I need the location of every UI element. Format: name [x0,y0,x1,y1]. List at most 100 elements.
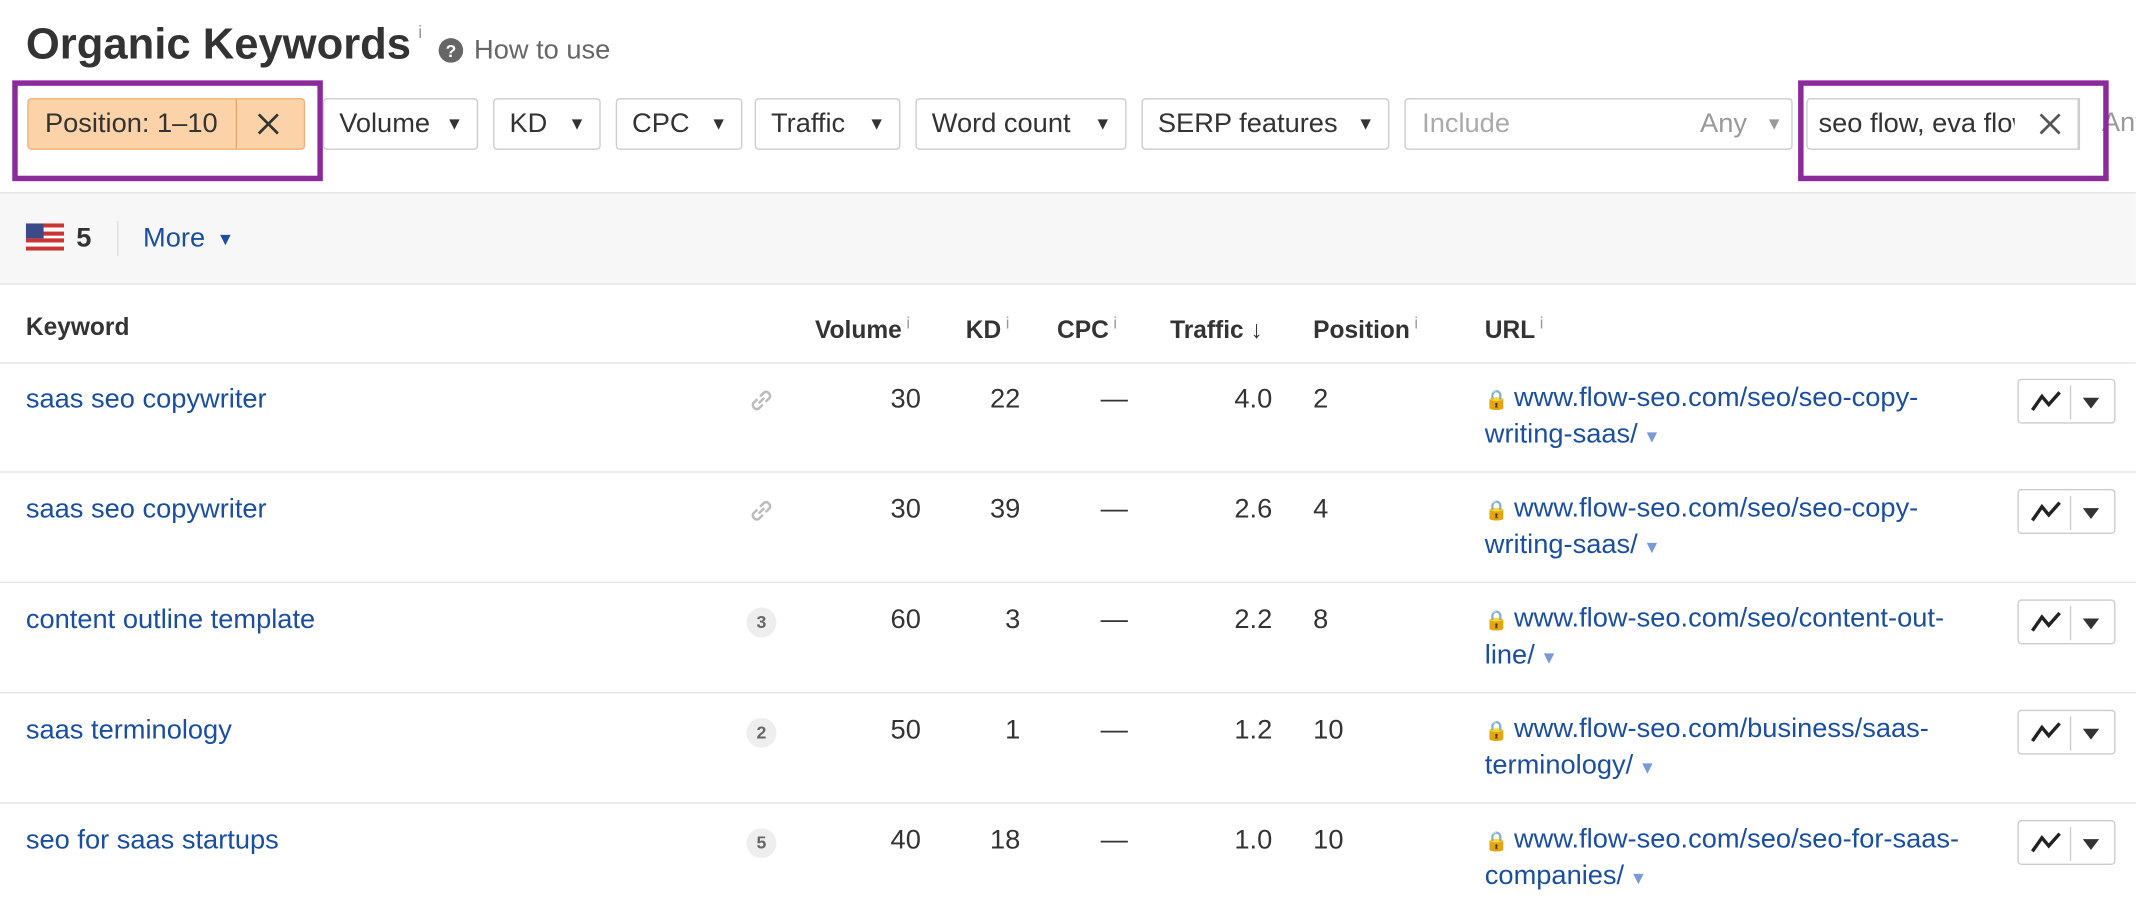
column-header-label: Traffic [1170,316,1244,344]
help-link[interactable]: How to use [474,35,611,66]
link-icon [751,501,772,521]
row-divider [0,802,2136,804]
highlight-box [12,80,323,182]
chart-button[interactable] [2017,378,2116,424]
caret: ▼ [867,113,886,134]
url-cell[interactable]: 🔒 www.flow-seo.com/seo/seo-for-saas-compa… [1485,821,1982,896]
trend-icon [2031,495,2100,530]
trend-icon [2031,606,2100,641]
position-filter-label: Position: 1–10 [44,108,218,139]
info-icon[interactable]: i [1108,313,1118,333]
position: 4 [1313,494,1329,525]
row-divider [0,691,2136,694]
caret: ▼ [1094,113,1112,134]
filter-button[interactable]: Traffic ▼ [754,98,901,150]
traffic: 1.0 [1234,825,1273,856]
caret[interactable]: ▼ [1643,536,1661,558]
divider [2078,98,2081,150]
info-icon[interactable]: i [1001,313,1010,333]
chart-button[interactable] [2017,599,2116,645]
kd: 1 [1005,715,1021,746]
position: 8 [1313,604,1329,635]
kd: 39 [989,494,1021,525]
clear-icon[interactable] [2039,113,2061,135]
caret: ▼ [1356,113,1375,134]
keyword-link[interactable]: seo for saas startups [25,825,279,856]
caret[interactable]: ▼ [1643,426,1661,447]
caret[interactable]: ▼ [1629,867,1648,889]
filter-button[interactable]: CPC ▼ [615,98,743,150]
column-header[interactable]: Traffic ↓ [1170,313,1263,344]
clear-icon[interactable] [256,112,281,137]
url-link[interactable]: www.flow-seo.com/seo/seo-copy-writing-sa… [1484,382,1919,450]
row-divider [0,362,2136,364]
clear-area [2014,99,2078,149]
filter-label: KD [509,108,548,139]
url-link[interactable]: www.flow-seo.com/seo/seo-for-saas-compan… [1484,824,1960,891]
filter-button[interactable]: Word count ▼ [915,98,1127,150]
position-filter[interactable]: Position: 1–10 [27,98,306,150]
lock-icon: 🔒 [1484,829,1509,852]
more-link[interactable]: More [143,223,206,254]
column-header: URL i [1485,313,1544,344]
serp-badge: 3 [746,607,777,638]
keyword-link[interactable]: saas seo copywriter [25,384,267,415]
column-header[interactable]: Position i [1313,313,1418,344]
lock-icon: 🔒 [1484,719,1509,742]
search-value: seo flow, eva flow [1818,108,2033,139]
divider [235,99,238,149]
url-cell[interactable]: 🔒 www.flow-seo.com/seo/content-out-line/▼ [1485,601,1982,676]
info-icon[interactable]: i [418,21,423,43]
column-header-label: Keyword [25,313,130,341]
country-count: 5 [76,223,92,254]
url-link[interactable]: www.flow-seo.com/seo/seo-copy-writing-sa… [1484,493,1919,560]
url-cell[interactable]: 🔒 www.flow-seo.com/business/saas-terminol… [1485,711,1982,786]
filter-button[interactable]: KD ▼ [493,98,601,150]
chart-button[interactable] [2017,820,2116,865]
column-header-label: URL [1484,316,1536,344]
sort-arrow: ↓ [1243,316,1263,344]
caret[interactable]: ▼ [1540,647,1558,668]
volume: 30 [890,494,921,525]
filter-button[interactable]: Volume ▼ [322,98,479,150]
search-input[interactable]: seo flow, eva flow [1806,98,2079,150]
info-icon[interactable]: i [901,313,910,333]
column-header-label: KD [965,316,1002,344]
column-header[interactable]: KD i [966,313,1010,344]
traffic: 2.6 [1234,494,1273,525]
trend-icon [2031,385,2100,420]
include-input[interactable]: Include Any ▼ [1404,98,1793,150]
caret: ▼ [1765,113,1783,134]
kd: 22 [989,384,1021,415]
url-cell[interactable]: 🔒 www.flow-seo.com/seo/seo-copy-writing-s… [1485,490,1982,565]
column-header[interactable]: CPC i [1057,313,1117,344]
keyword-link[interactable]: content outline template [25,604,316,635]
filter-button[interactable]: SERP features ▼ [1141,98,1390,150]
url-link[interactable]: www.flow-seo.com/business/saas-terminolo… [1484,713,1929,781]
column-header[interactable]: Volume i [815,313,910,344]
caret: ▼ [216,228,235,250]
column-header-label: Position [1313,316,1410,344]
filter-label: Word count [931,108,1071,139]
keyword-link[interactable]: saas seo copywriter [25,494,267,525]
info-icon[interactable]: i [1409,313,1419,333]
filter-label: SERP features [1157,108,1338,139]
keyword-link[interactable]: saas terminology [25,715,232,746]
volume: 30 [890,384,921,415]
highlight-box [1798,80,2109,182]
page-title: Organic Keywords [25,19,412,69]
chart-button[interactable] [2017,709,2116,755]
position: 10 [1313,715,1344,746]
trend-icon [2031,716,2100,751]
url-cell[interactable]: 🔒 www.flow-seo.com/seo/seo-copy-writing-s… [1485,380,1982,455]
include-mode[interactable]: Any [1700,108,1747,139]
chart-button[interactable] [2017,489,2116,534]
url-link[interactable]: www.flow-seo.com/seo/content-out-line/ [1484,603,1945,671]
trend-icon [2031,826,2100,861]
caret: ▼ [445,113,464,134]
caret[interactable]: ▼ [1638,757,1657,778]
info-icon[interactable]: i [1535,313,1544,333]
cpc: — [1100,715,1128,746]
traffic: 1.2 [1234,715,1273,746]
